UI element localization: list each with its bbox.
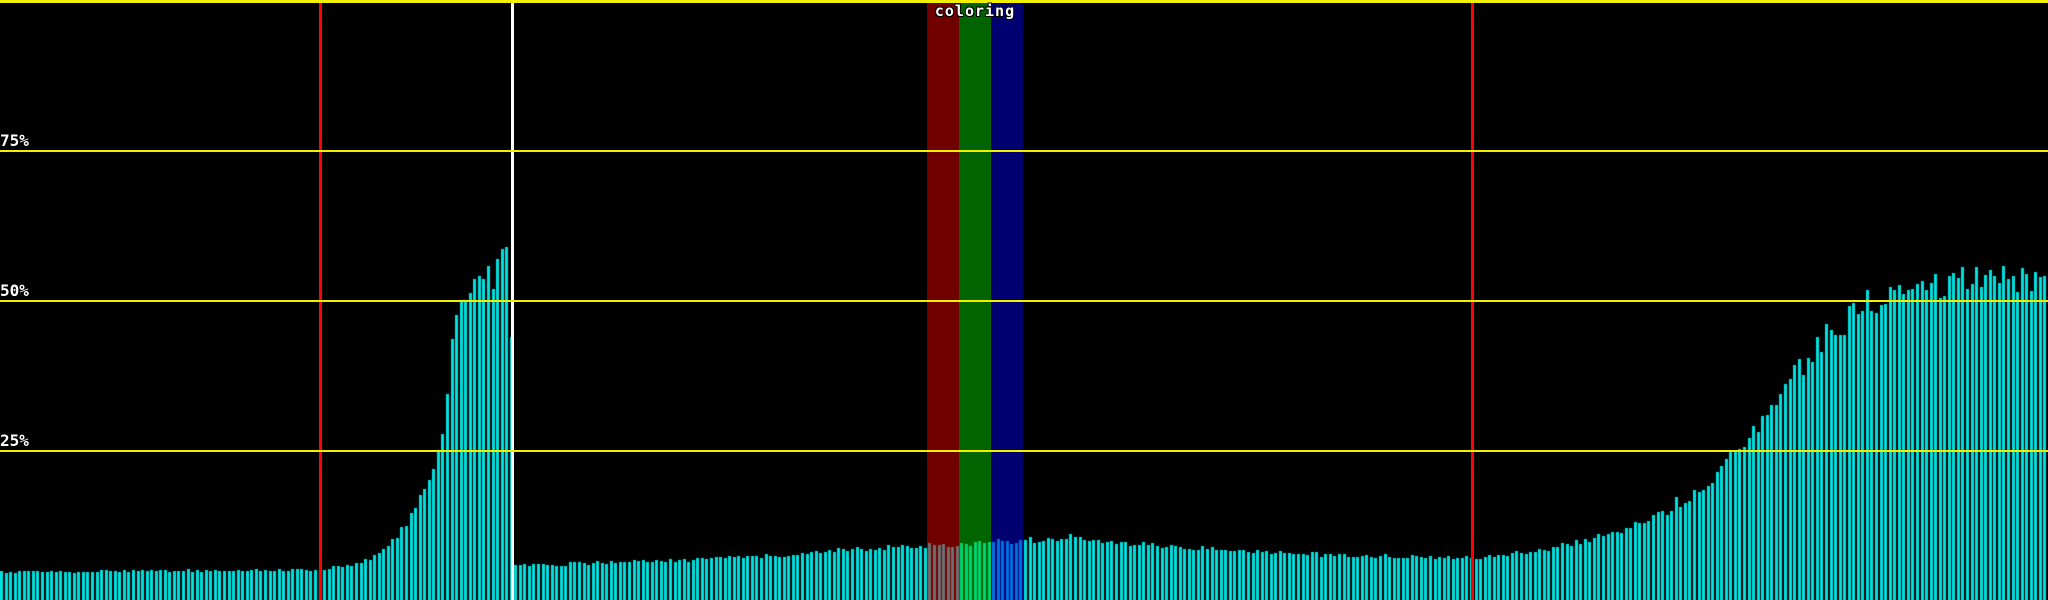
coloring-region-label: coloring: [934, 2, 1016, 20]
gridline-2: [0, 300, 2048, 302]
gridline-3: [0, 450, 2048, 452]
y-axis-tick-label: 50%: [0, 281, 29, 300]
gridline-1: [0, 150, 2048, 152]
y-axis-tick-label: 25%: [0, 431, 29, 450]
gridline-0: [0, 0, 2048, 3]
y-axis-tick-label: 75%: [0, 131, 29, 150]
